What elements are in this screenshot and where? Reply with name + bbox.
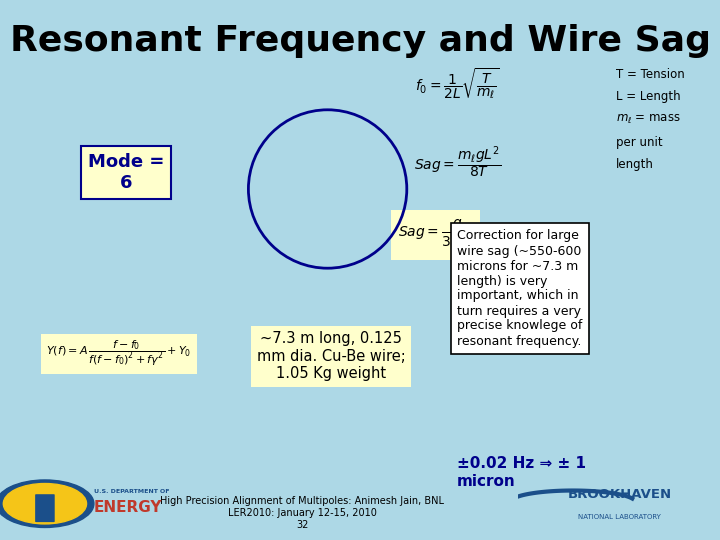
Text: High Precision Alignment of Multipoles: Animesh Jain, BNL
LER2010: January 12-15: High Precision Alignment of Multipoles: … <box>161 496 444 530</box>
Text: $Y(f) = A\,\dfrac{f - f_0}{f(f-f_0)^2 + f\gamma^2} + Y_0$: $Y(f) = A\,\dfrac{f - f_0}{f(f-f_0)^2 + … <box>46 339 192 368</box>
Text: L = Length: L = Length <box>616 90 680 103</box>
Text: Mode =
6: Mode = 6 <box>88 153 164 192</box>
Text: $Sag = \dfrac{m_\ell g L^2}{8T}$: $Sag = \dfrac{m_\ell g L^2}{8T}$ <box>413 144 501 180</box>
Text: U.S. DEPARTMENT OF: U.S. DEPARTMENT OF <box>94 489 169 494</box>
Text: $f_0 = \dfrac{1}{2L}\sqrt{\dfrac{T}{m_\ell}}$: $f_0 = \dfrac{1}{2L}\sqrt{\dfrac{T}{m_\e… <box>415 66 500 101</box>
Circle shape <box>4 483 86 524</box>
Text: ±0.02 Hz ⇒ ± 1
micron: ±0.02 Hz ⇒ ± 1 micron <box>457 456 586 489</box>
Text: per unit: per unit <box>616 136 662 148</box>
Circle shape <box>0 480 94 528</box>
Text: $Sag = \dfrac{g}{32 f_0^2}$: $Sag = \dfrac{g}{32 f_0^2}$ <box>398 217 473 253</box>
Text: NATIONAL LABORATORY: NATIONAL LABORATORY <box>578 514 661 520</box>
Text: $m_\ell$ = mass: $m_\ell$ = mass <box>616 113 680 126</box>
Text: T = Tension: T = Tension <box>616 68 684 80</box>
Text: Correction for large
wire sag (~550-600
microns for ~7.3 m
length) is very
impor: Correction for large wire sag (~550-600 … <box>457 230 582 348</box>
Text: Resonant Frequency and Wire Sag: Resonant Frequency and Wire Sag <box>9 24 711 58</box>
Text: length: length <box>616 158 654 171</box>
Text: ENERGY: ENERGY <box>94 501 163 515</box>
FancyBboxPatch shape <box>35 494 55 522</box>
Text: ~7.3 m long, 0.125
mm dia. Cu-Be wire;
1.05 Kg weight: ~7.3 m long, 0.125 mm dia. Cu-Be wire; 1… <box>257 332 405 381</box>
Text: BROOKHAVEN: BROOKHAVEN <box>567 488 672 501</box>
